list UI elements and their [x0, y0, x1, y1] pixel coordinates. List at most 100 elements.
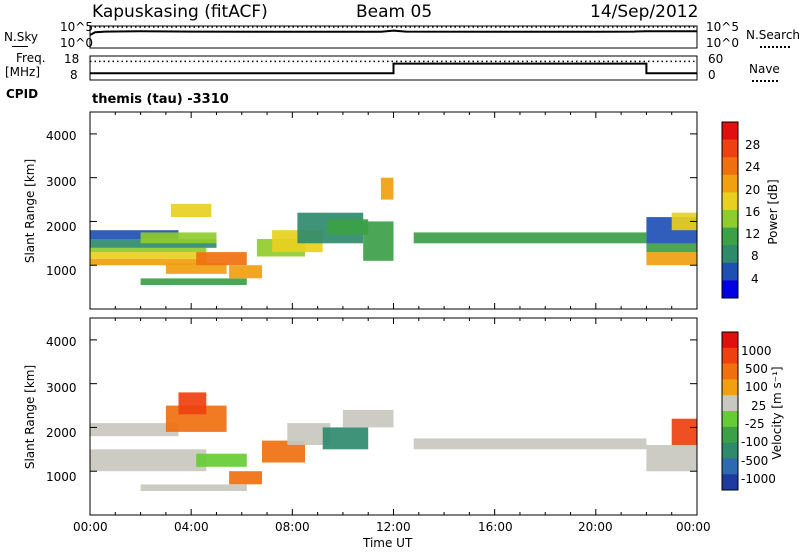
xtick-2: 08:00 [275, 520, 310, 534]
heatmap-cell [380, 177, 394, 200]
power-cbar-tick-16: 16 [745, 205, 761, 219]
velocity-ytick-1000: 1000 [46, 470, 77, 484]
colorbar-swatch [722, 395, 738, 412]
heatmap-cell [413, 438, 647, 450]
xtick-4: 16:00 [478, 520, 513, 534]
velocity-axis-ticks [89, 318, 698, 515]
colorbar-swatch [722, 122, 738, 140]
heatmap-cell [322, 427, 369, 450]
colorbar-swatch [722, 332, 738, 349]
heatmap-cell [90, 230, 179, 239]
heatmap-cell [671, 212, 697, 231]
heatmap-cell [229, 265, 262, 279]
velocity-cbar-tick-1000: 1000 [741, 344, 772, 358]
colorbar-swatch [722, 192, 738, 211]
power-cbar-tick-28: 28 [745, 138, 761, 152]
velocity-cbar-tick-m25: -25 [745, 417, 765, 431]
colorbar-swatch [722, 379, 738, 396]
freq-unit: [MHz] [5, 65, 41, 79]
colorbar-swatch [722, 280, 738, 299]
heatmap-cell [90, 258, 207, 266]
colorbar-swatch [722, 210, 738, 228]
colorbar-swatch [722, 139, 738, 158]
velocity-cbar-tick-m1000: -1000 [741, 472, 776, 486]
colorbar-swatch [722, 426, 738, 443]
velocity-cbar-tick-100: 100 [745, 380, 768, 394]
heatmap-cell [90, 239, 217, 248]
velocity-cbar-label: Velocity [m s⁻¹] [770, 366, 784, 460]
colorbar-swatch [722, 474, 738, 491]
nsky-panel-frame [89, 25, 698, 49]
heatmap-cell [646, 445, 697, 472]
nsearch-tick-bottom: 10^0 [706, 36, 739, 50]
nsearch-tick-top: 10^5 [706, 20, 739, 34]
colorbar-swatch [722, 245, 738, 264]
nsky-legend-line [12, 46, 28, 47]
colorbar-frame [721, 121, 739, 299]
xtick-5: 20:00 [578, 520, 613, 534]
heatmap-cell [342, 409, 394, 428]
colorbar-swatch [722, 262, 738, 281]
colorbar-swatch [722, 227, 738, 246]
cpid-value: themis (tau) -3310 [92, 92, 229, 107]
power-ytick-3000: 3000 [46, 175, 77, 189]
heatmap-cell [170, 203, 212, 217]
heatmap-cell [229, 471, 262, 485]
date-title: 14/Sep/2012 [590, 2, 699, 22]
velocity-ytick-2000: 2000 [46, 426, 77, 440]
heatmap-cell [140, 278, 247, 285]
colorbar-swatch [722, 363, 738, 380]
nsky-series-group [89, 26, 697, 36]
nave-legend-line [752, 80, 778, 82]
xtick-0: 00:00 [73, 520, 108, 534]
colorbar-swatch [722, 174, 738, 193]
nave-tick-bottom: 0 [708, 68, 716, 82]
colorbar-swatch [722, 347, 738, 364]
series-line-n-sky [89, 29, 697, 36]
power-heatmap [90, 177, 697, 285]
nsky-tick-bottom: 10^0 [60, 36, 93, 50]
power-colorbar [721, 121, 739, 299]
velocity-ytick-4000: 4000 [46, 335, 77, 349]
xtick-3: 12:00 [376, 520, 411, 534]
velocity-heatmap [90, 392, 697, 491]
colorbar-swatch [722, 157, 738, 176]
power-cbar-tick-12: 12 [745, 227, 761, 241]
x-axis-label: Time UT [363, 536, 413, 550]
power-axis-ticks [89, 112, 698, 309]
power-cbar-label: Power [dB] [766, 179, 780, 245]
freq-series-group [90, 60, 697, 75]
heatmap-cell [196, 453, 247, 467]
nsearch-label: N.Search [746, 28, 800, 42]
velocity-cbar-tick-25: 25 [751, 399, 767, 413]
heatmap-cell [90, 247, 207, 253]
heatmap-cell [671, 418, 697, 445]
heatmap-cell [140, 484, 247, 491]
freq-label: Freq. [16, 51, 46, 65]
colorbar-swatch [722, 442, 738, 459]
heatmap-cell [363, 221, 394, 261]
cpid-label: CPID [6, 87, 39, 101]
power-ytick-1000: 1000 [46, 264, 77, 278]
heatmap-cell [262, 440, 305, 463]
freq-panel-frame [89, 55, 698, 81]
xtick-1: 04:00 [174, 520, 209, 534]
heatmap-cell [90, 449, 207, 472]
power-ytick-2000: 2000 [46, 220, 77, 234]
nsearch-legend-line [760, 46, 790, 48]
heatmap-cell [90, 423, 179, 437]
heatmap-cell [196, 252, 247, 266]
heatmap-cell [646, 243, 697, 253]
colorbar-frame [721, 331, 739, 491]
station-title: Kapuskasing (fitACF) [92, 2, 268, 22]
heatmap-cell [178, 392, 207, 415]
nave-label: Nave [749, 62, 780, 76]
power-cbar-tick-20: 20 [745, 183, 761, 197]
freq-tick-bottom: 8 [70, 68, 78, 82]
heatmap-cell [287, 423, 331, 445]
nave-tick-top: 60 [708, 52, 724, 66]
power-cbar-tick-24: 24 [745, 160, 761, 174]
power-y-axis-label: Slant Range [km] [23, 158, 37, 264]
power-ytick-4000: 4000 [46, 129, 77, 143]
